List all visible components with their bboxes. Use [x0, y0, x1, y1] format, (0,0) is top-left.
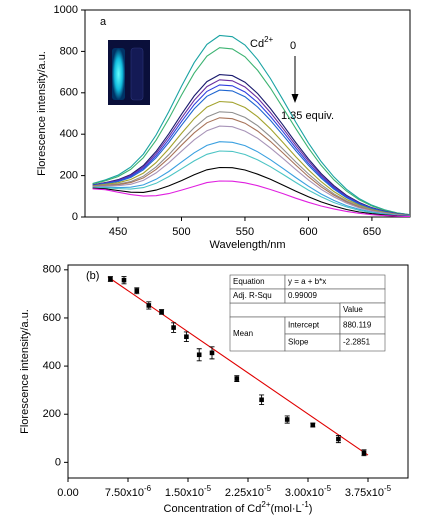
y-axis-label: Florescence intensity/a.u. [36, 51, 48, 176]
text-part: 1.50x10 [165, 487, 204, 499]
spectrum-line [92, 117, 410, 217]
spectrum-line [92, 89, 410, 216]
data-point [361, 450, 367, 456]
table-text: Value [343, 305, 363, 314]
y-tick-label: 0 [72, 211, 78, 223]
curves [92, 34, 410, 217]
table-text: 880.119 [343, 321, 372, 330]
spectrum-line [92, 150, 410, 217]
data-point [159, 309, 164, 315]
data-point [196, 352, 202, 358]
plot-frame [67, 264, 409, 479]
superscript: -5 [264, 484, 272, 493]
annotation: Cd2+ [250, 35, 274, 50]
table-text: y = a + b*x [288, 277, 326, 286]
inset-photo [108, 40, 150, 105]
x-tick-label: 650 [363, 226, 381, 238]
superscript: 2+ [261, 500, 270, 509]
data-point [146, 303, 152, 308]
plot-frame [84, 9, 411, 218]
y-tick-label: 400 [43, 360, 61, 372]
data-point [284, 417, 290, 422]
text-part: 2.25x10 [225, 487, 264, 499]
panel-label: (b) [86, 270, 99, 282]
superscript: -5 [384, 484, 392, 493]
table-text: Adj. R-Squ [233, 291, 272, 300]
x-tick-label: 550 [236, 226, 254, 238]
data-point [234, 376, 240, 381]
y-tick-label: 600 [43, 312, 61, 324]
spectrum-line [92, 84, 410, 216]
text-part: 0.00 [57, 487, 78, 499]
y-tick-label: 1000 [54, 4, 78, 16]
data-point [259, 397, 264, 403]
spectrum-line [92, 111, 410, 217]
spectrum-line [92, 180, 410, 217]
y-tick-label: 200 [60, 170, 78, 182]
text-part: 3.00x10 [285, 487, 324, 499]
x-tick-label: 600 [299, 226, 317, 238]
y-axis-label: Florescence intensity/a.u. [19, 309, 31, 434]
spectrum-line [92, 100, 410, 217]
x-tick-label: 500 [172, 226, 190, 238]
table-cell [229, 316, 286, 352]
table-text: 0.99009 [288, 291, 317, 300]
data-point [171, 325, 176, 330]
x-tick-label: 3.00x10-5 [285, 484, 332, 499]
table-cell [284, 288, 386, 304]
text-part: 7.50x10 [105, 487, 144, 499]
x-tick-label: 2.25x10-5 [225, 484, 272, 499]
spectrum-line [92, 34, 410, 216]
table-cell [229, 302, 341, 318]
x-tick-label: 7.50x10-6 [105, 484, 152, 499]
spectrum-line [92, 141, 410, 217]
table-text: Intercept [288, 321, 320, 330]
superscript: -5 [324, 484, 332, 493]
data-point [310, 422, 316, 428]
annotation: 0 [290, 40, 296, 52]
data-point [184, 334, 189, 340]
y-tick-label: 800 [60, 45, 78, 57]
y-tick-label: 200 [43, 408, 61, 420]
data-point [108, 276, 113, 282]
spectrum-line [92, 125, 410, 217]
table-text: Mean [233, 329, 253, 338]
x-tick-label: 3.75x10-5 [345, 484, 392, 499]
y-tick-label: 400 [60, 128, 78, 140]
data-point [336, 436, 341, 442]
text-part: Cd [250, 38, 264, 50]
annotation: 1.35 equiv. [281, 110, 334, 122]
y-tick-label: 600 [60, 87, 78, 99]
table-text: Equation [233, 277, 265, 286]
arrow [291, 56, 299, 103]
text-part: (mol·L [271, 503, 302, 515]
superscript: -6 [144, 484, 152, 493]
table-text: -2.2851 [343, 338, 371, 347]
fit-line [107, 276, 369, 456]
y-tick-label: 800 [43, 264, 61, 276]
spectrum-line [92, 47, 410, 216]
table-text: Slope [288, 338, 309, 347]
table-cell [339, 333, 386, 352]
data-point [121, 277, 127, 283]
text-part: 3.75x10 [345, 487, 384, 499]
spectrum-line [92, 166, 410, 217]
superscript: 2+ [264, 35, 273, 44]
x-tick-label: 1.50x10-5 [165, 484, 212, 499]
spectrum-line [92, 74, 410, 216]
panel-label: a [100, 16, 107, 28]
superscript: -5 [204, 484, 212, 493]
text-part: Concentration of Cd [164, 503, 262, 515]
x-axis-label: Wavelength/nm [209, 239, 285, 251]
data-point [134, 288, 140, 294]
x-axis-label: Concentration of Cd2+(mol·L-1) [164, 500, 313, 515]
text-part: ) [309, 503, 313, 515]
superscript: -1 [302, 500, 310, 509]
data-point [209, 350, 215, 356]
y-tick-label: 0 [55, 456, 61, 468]
x-tick-label: 450 [109, 226, 127, 238]
x-tick-label: 0.00 [57, 487, 78, 499]
